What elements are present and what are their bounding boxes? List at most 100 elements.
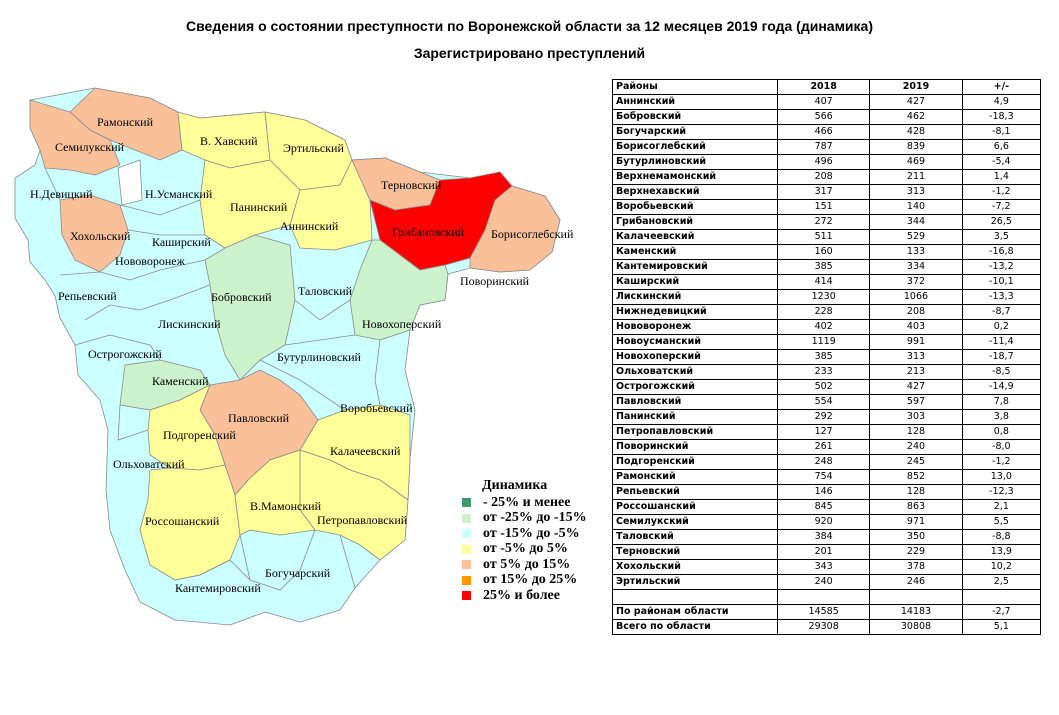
legend-item: от 15% до 25%	[462, 572, 612, 589]
cell-2018: 554	[776, 394, 871, 410]
cell-2018: 261	[776, 439, 871, 455]
legend-swatch	[462, 498, 471, 508]
cell-change: 0,2	[961, 319, 1042, 335]
cell-2018: 414	[776, 274, 871, 290]
table-row: Аннинский 407 427 4,9	[612, 94, 1042, 110]
cell-change: 3,8	[961, 409, 1042, 425]
cell-2019: 245	[869, 454, 963, 470]
table-row: Поворинский 261 240 -8,0	[612, 439, 1042, 455]
label-novohopersky: Новохоперский	[362, 317, 442, 331]
label-hoholsky: Хохольский	[70, 229, 131, 243]
label-vorobyevsky: Воробьевский	[340, 401, 413, 415]
cell-change: -18,3	[961, 109, 1042, 125]
cell-2019: 428	[869, 124, 963, 140]
label-talovsky: Таловский	[298, 284, 353, 298]
cell-2018: 151	[776, 199, 871, 215]
cell-district: Нововоронеж	[612, 319, 778, 335]
cell-2018: 201	[776, 544, 871, 560]
page-title: Сведения о состоянии преступности по Вор…	[186, 18, 873, 34]
cell-2018: 502	[776, 379, 871, 395]
cell-2018: 127	[776, 424, 871, 440]
label-podgorensky: Подгоренский	[163, 428, 236, 442]
cell-2018: 402	[776, 319, 871, 335]
cell-2019: 334	[869, 259, 963, 275]
cell-change: 10,2	[961, 559, 1042, 575]
cell-2019: 971	[869, 514, 963, 530]
table-row: Павловский 554 597 7,8	[612, 394, 1042, 410]
cell-district: Воробьевский	[612, 199, 778, 215]
table-row: Рамонский 754 852 13,0	[612, 469, 1042, 485]
header-district: Районы	[612, 79, 778, 95]
map-legend: Динамика - 25% и менее от -25% до -15% о…	[462, 478, 612, 604]
legend-swatch	[462, 591, 471, 601]
cell-2018: 1230	[776, 289, 871, 305]
cell-2019: 313	[869, 349, 963, 365]
cell-change: -8,7	[961, 304, 1042, 320]
cell-2018: 248	[776, 454, 871, 470]
cell-district: Семилукский	[612, 514, 778, 530]
cell-change: -8,0	[961, 439, 1042, 455]
table-row: Подгоренский 248 245 -1,2	[612, 454, 1042, 470]
table-row: Верхнемамонский 208 211 1,4	[612, 169, 1042, 185]
cell-change: 0,8	[961, 424, 1042, 440]
label-olhovatsky: Ольховатский	[113, 457, 185, 471]
cell-district: Россошанский	[612, 499, 778, 515]
label-pavlovsky: Павловский	[228, 411, 290, 425]
cell-2018: 496	[776, 154, 871, 170]
table-row: Бутурлиновский 496 469 -5,4	[612, 154, 1042, 170]
legend-swatch	[462, 529, 471, 539]
table-row: Грибановский 272 344 26,5	[612, 214, 1042, 230]
empty-cell	[612, 589, 778, 605]
table-row: Каширский 414 372 -10,1	[612, 274, 1042, 290]
cell-2018: 407	[776, 94, 871, 110]
table-row: Новоусманский 1119 991 -11,4	[612, 334, 1042, 350]
legend-item: от 5% до 15%	[462, 557, 612, 573]
table-row: Петропавловский 127 128 0,8	[612, 424, 1042, 440]
cell-district: Кантемировский	[612, 259, 778, 275]
label-anninsky: Аннинский	[280, 219, 339, 233]
region-borisoglebsky	[469, 185, 561, 273]
cell-change: -1,2	[961, 184, 1042, 200]
cell-2018: 146	[776, 484, 871, 500]
header-change: +/-	[961, 79, 1042, 95]
cell-district: Подгоренский	[612, 454, 778, 470]
legend-item: от -15% до -5%	[462, 526, 612, 542]
cell-district: Богучарский	[612, 124, 778, 140]
cell-change: 1,4	[961, 169, 1042, 185]
cell-change: 3,5	[961, 229, 1042, 245]
cell-change: 13,0	[961, 469, 1042, 485]
label-rossoshansky: Россошанский	[145, 514, 220, 528]
table-row: Каменский 160 133 -16,8	[612, 244, 1042, 260]
cell-2019: 128	[869, 424, 963, 440]
cell-2018: 29308	[776, 619, 871, 635]
cell-2018: 228	[776, 304, 871, 320]
cell-2019: 208	[869, 304, 963, 320]
table-row: Лискинский 1230 1066 -13,3	[612, 289, 1042, 305]
cell-2019: 378	[869, 559, 963, 575]
cell-2018: 292	[776, 409, 871, 425]
cell-2018: 754	[776, 469, 871, 485]
label-gribanovsky: Грибановский	[392, 225, 465, 239]
cell-change: -8,8	[961, 529, 1042, 545]
cell-district: Ольховатский	[612, 364, 778, 380]
cell-2019: 246	[869, 574, 963, 590]
cell-2019: 1066	[869, 289, 963, 305]
cell-change: 13,9	[961, 544, 1042, 560]
table-row: Нововоронеж 402 403 0,2	[612, 319, 1042, 335]
cell-district: Эртильский	[612, 574, 778, 590]
region-map: Рамонский Семилукский В. Хавский Эртильс…	[14, 87, 574, 626]
totals-row: По районам области 14585 14183 -2,7	[612, 604, 1042, 620]
cell-2019: 303	[869, 409, 963, 425]
cell-change: -16,8	[961, 244, 1042, 260]
cell-2019: 344	[869, 214, 963, 230]
cell-change: -8,1	[961, 124, 1042, 140]
table-row: Бобровский 566 462 -18,3	[612, 109, 1042, 125]
table-row: Верхнехавский 317 313 -1,2	[612, 184, 1042, 200]
table-row: Борисоглебский 787 839 6,6	[612, 139, 1042, 155]
cell-2018: 240	[776, 574, 871, 590]
cell-change: 5,5	[961, 514, 1042, 530]
cell-district: Новоусманский	[612, 334, 778, 350]
cell-change: 7,8	[961, 394, 1042, 410]
label-repyevsky: Репьевский	[58, 289, 117, 303]
cell-2018: 787	[776, 139, 871, 155]
